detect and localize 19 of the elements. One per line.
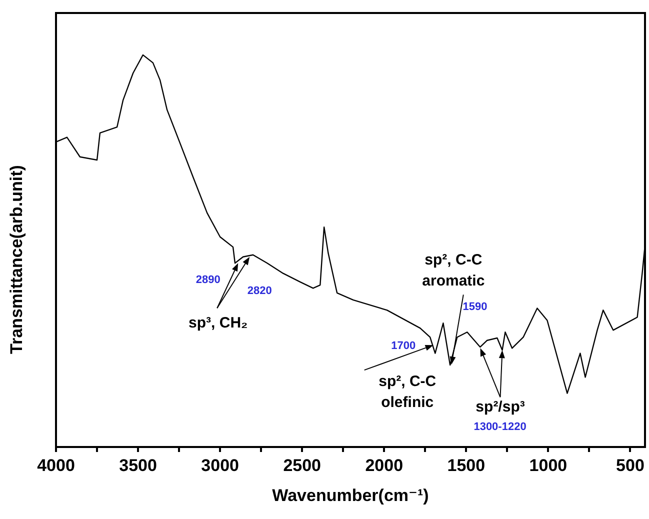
x-tick-label: 3000: [201, 456, 239, 475]
annotation: sp²/sp³: [476, 398, 525, 416]
annotation: 1300-1220: [474, 421, 526, 433]
x-tick-label: 500: [616, 456, 644, 475]
annotation: 1590: [462, 301, 488, 313]
y-axis-title: Transmittance(arb.unit): [7, 165, 26, 354]
annotation: 2890: [196, 274, 220, 286]
x-tick-label: 2000: [365, 456, 404, 475]
x-tick-label: 3500: [119, 456, 157, 475]
annotation: 2820: [247, 284, 272, 297]
annotation: sp², C-C aromatic: [422, 252, 485, 290]
annotation: sp², C-C olefinic: [378, 373, 436, 412]
x-axis-title: Wavenumber(cm⁻¹): [272, 486, 429, 505]
x-tick-label: 4000: [37, 456, 75, 475]
x-tick-label: 1500: [447, 456, 486, 475]
x-tick-label: 2500: [283, 456, 322, 475]
x-tick-label: 1000: [529, 456, 568, 475]
annotation: sp³, CH₂: [188, 314, 248, 332]
annotation: 1700: [391, 340, 416, 352]
